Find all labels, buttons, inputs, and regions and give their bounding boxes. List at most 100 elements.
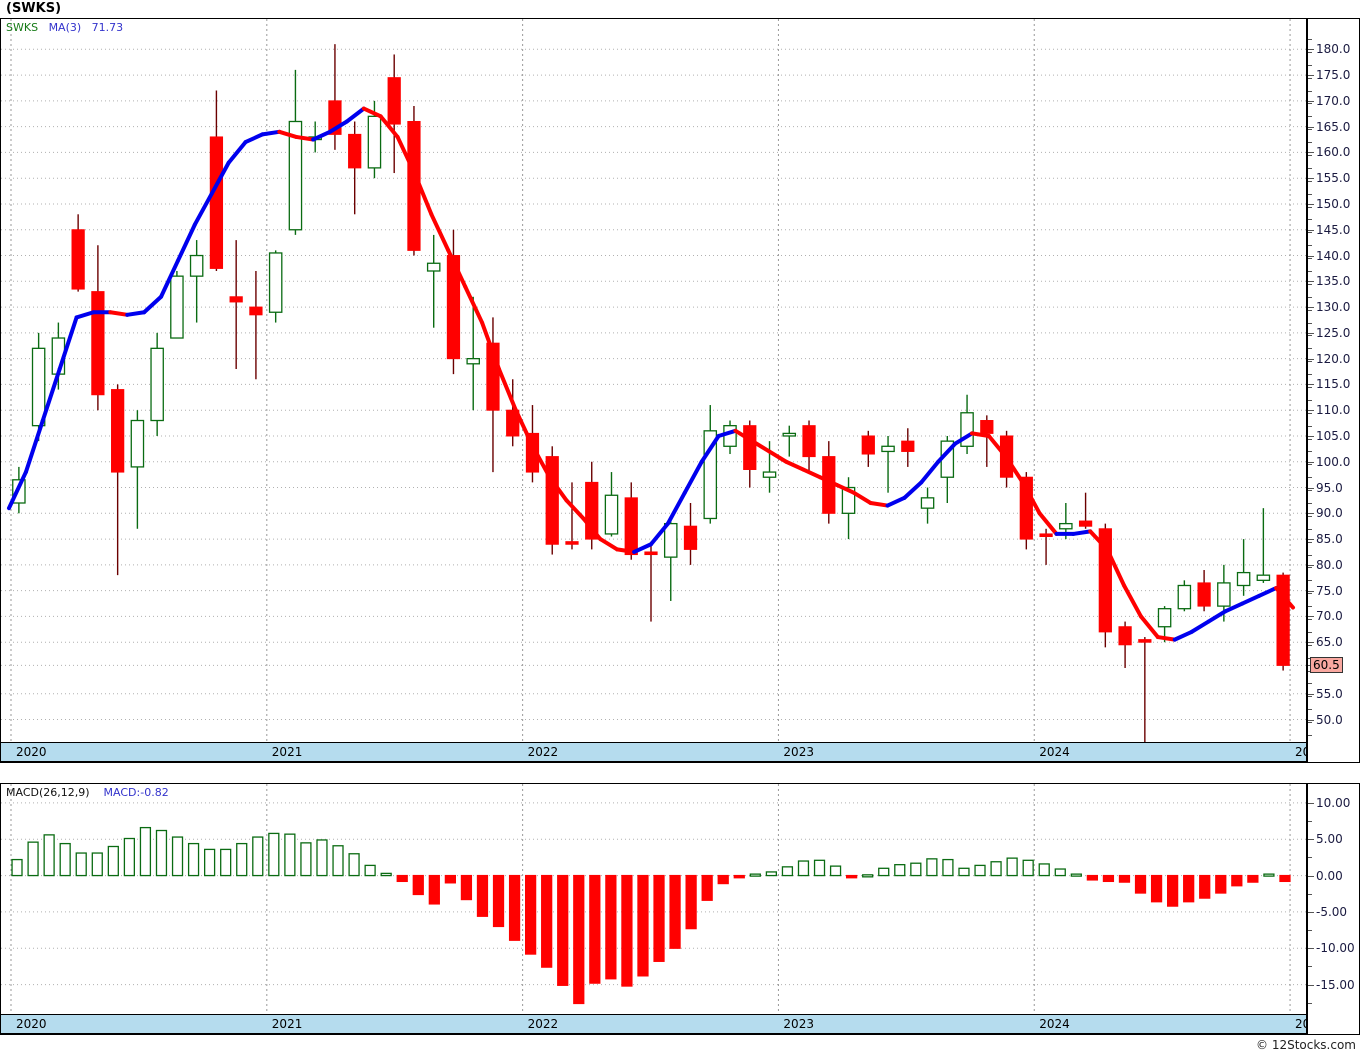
y-tick-mark-minor (1308, 155, 1312, 156)
y-tick-mark (1308, 384, 1314, 386)
copyright-label: © 12Stocks.com (1256, 1038, 1356, 1052)
y-tick-mark (1308, 332, 1314, 334)
y-tick-mark-minor (1308, 490, 1312, 492)
macd-y-tick-label: -10.00 (1316, 941, 1355, 956)
y-tick-label: 140.0 (1316, 248, 1351, 263)
y-tick-label: 130.0 (1316, 300, 1351, 315)
macd-y-tick-label: 10.00 (1316, 795, 1351, 810)
legend-ma-value: 71.73 (91, 21, 124, 34)
y-tick-mark (1308, 75, 1314, 77)
y-tick-mark (1308, 307, 1314, 309)
y-tick-mark-minor (1308, 219, 1312, 221)
y-tick-label: 75.0 (1316, 583, 1343, 598)
y-tick-mark (1308, 435, 1314, 437)
macd-y-tick-mark-minor (1308, 966, 1312, 968)
macd-y-tick-mark (1308, 911, 1314, 913)
y-tick-label: 110.0 (1316, 403, 1351, 418)
macd-y-tick-label: -5.00 (1316, 904, 1348, 919)
macd-y-tick-mark-minor (1308, 893, 1312, 895)
legend-ma-label: MA(3) (48, 21, 82, 34)
macd-y-tick-mark (1308, 802, 1314, 804)
y-tick-mark-minor (1308, 232, 1312, 234)
y-tick-mark-minor (1308, 39, 1312, 40)
y-tick-mark-minor (1308, 515, 1312, 517)
y-tick-mark (1308, 100, 1314, 102)
macd-legend: MACD(26,12,9) MACD:-0.82 (6, 786, 169, 799)
y-tick-mark-minor (1308, 309, 1312, 311)
y-tick-label: 175.0 (1316, 68, 1351, 83)
y-tick-label: 180.0 (1316, 42, 1351, 57)
macd-x-axis-year-label: 2021 (271, 1017, 303, 1031)
y-tick-mark-minor (1308, 193, 1312, 195)
y-tick-mark-minor (1308, 412, 1312, 414)
y-tick-label: 115.0 (1316, 377, 1351, 392)
y-tick-mark-minor (1308, 296, 1312, 298)
macd-y-tick-mark-minor (1308, 857, 1312, 859)
macd-y-tick-mark (1308, 984, 1314, 986)
y-tick-mark (1308, 693, 1314, 695)
x-axis-year-label: 2020 (16, 745, 47, 759)
y-tick-mark-minor (1308, 541, 1312, 543)
y-tick-label: 80.0 (1316, 557, 1343, 572)
macd-y-tick-label: -15.00 (1316, 977, 1355, 992)
y-tick-mark-minor (1308, 593, 1312, 595)
y-tick-mark-minor (1308, 103, 1312, 105)
y-tick-mark-minor (1308, 180, 1312, 182)
macd-x-axis-band: 202020212022202320242025 (1, 1014, 1326, 1034)
y-tick-mark-minor (1308, 606, 1312, 608)
y-tick-mark-minor (1308, 528, 1312, 530)
y-tick-mark-minor (1308, 696, 1312, 698)
y-tick-mark-minor (1308, 567, 1312, 569)
y-tick-mark-minor (1308, 245, 1312, 247)
y-tick-mark-minor (1308, 90, 1312, 92)
macd-chart-panel: MACD(26,12,9) MACD:-0.82 2020 2021 2022 202… (0, 783, 1360, 1035)
y-tick-label: 120.0 (1316, 351, 1351, 366)
macd-y-tick-label: 5.00 (1316, 832, 1343, 847)
y-tick-mark-minor (1308, 335, 1312, 337)
y-tick-mark (1308, 203, 1314, 205)
y-tick-mark-minor (1308, 503, 1312, 504)
page-title: (SWKS) (6, 1, 62, 16)
legend-macd-label: MACD(26,12,9) (6, 786, 90, 799)
y-tick-mark-minor (1308, 361, 1312, 363)
y-tick-label: 55.0 (1316, 686, 1343, 701)
y-tick-mark (1308, 281, 1314, 283)
macd-x-axis-year-label: 2023 (783, 1017, 814, 1031)
y-tick-label: 155.0 (1316, 171, 1351, 186)
legend-symbol: SWKS (6, 21, 39, 34)
y-tick-mark-minor (1308, 735, 1312, 736)
y-tick-mark-minor (1308, 425, 1312, 427)
macd-x-axis-year-label: 2024 (1039, 1017, 1070, 1031)
y-tick-label: 160.0 (1316, 145, 1351, 160)
y-tick-mark-minor (1308, 619, 1312, 620)
y-tick-mark-minor (1308, 77, 1312, 79)
y-tick-mark-minor (1308, 644, 1312, 646)
y-tick-label: 170.0 (1316, 93, 1351, 108)
y-tick-mark-minor (1308, 580, 1312, 582)
macd-x-axis-year-label: 2020 (16, 1017, 47, 1031)
y-tick-mark-minor (1308, 709, 1312, 711)
macd-histogram-svg (1, 784, 1307, 1014)
y-tick-mark-minor (1308, 438, 1312, 440)
y-tick-mark (1308, 539, 1314, 541)
y-tick-mark-minor (1308, 399, 1312, 401)
last-price-badge: 60.5 (1310, 657, 1343, 674)
y-tick-mark-minor (1308, 51, 1312, 53)
y-tick-mark-minor (1308, 683, 1312, 685)
y-tick-mark-minor (1308, 142, 1312, 144)
macd-plot-area (1, 784, 1307, 1034)
y-tick-label: 95.0 (1316, 480, 1343, 495)
y-tick-mark-minor (1308, 283, 1312, 285)
price-candles-svg (1, 19, 1307, 751)
y-tick-mark-minor (1308, 348, 1312, 350)
x-axis-year-label: 2023 (783, 745, 814, 759)
y-tick-mark-minor (1308, 464, 1312, 466)
y-tick-mark (1308, 642, 1314, 644)
price-plot-area (1, 19, 1307, 762)
y-tick-label: 145.0 (1316, 222, 1351, 237)
y-tick-mark (1308, 410, 1314, 412)
y-tick-mark (1308, 126, 1314, 128)
y-tick-mark-minor (1308, 64, 1312, 66)
macd-y-axis: 10.00 5.00 0.00 -5.00 -10.00 -15.00 (1306, 784, 1359, 1034)
